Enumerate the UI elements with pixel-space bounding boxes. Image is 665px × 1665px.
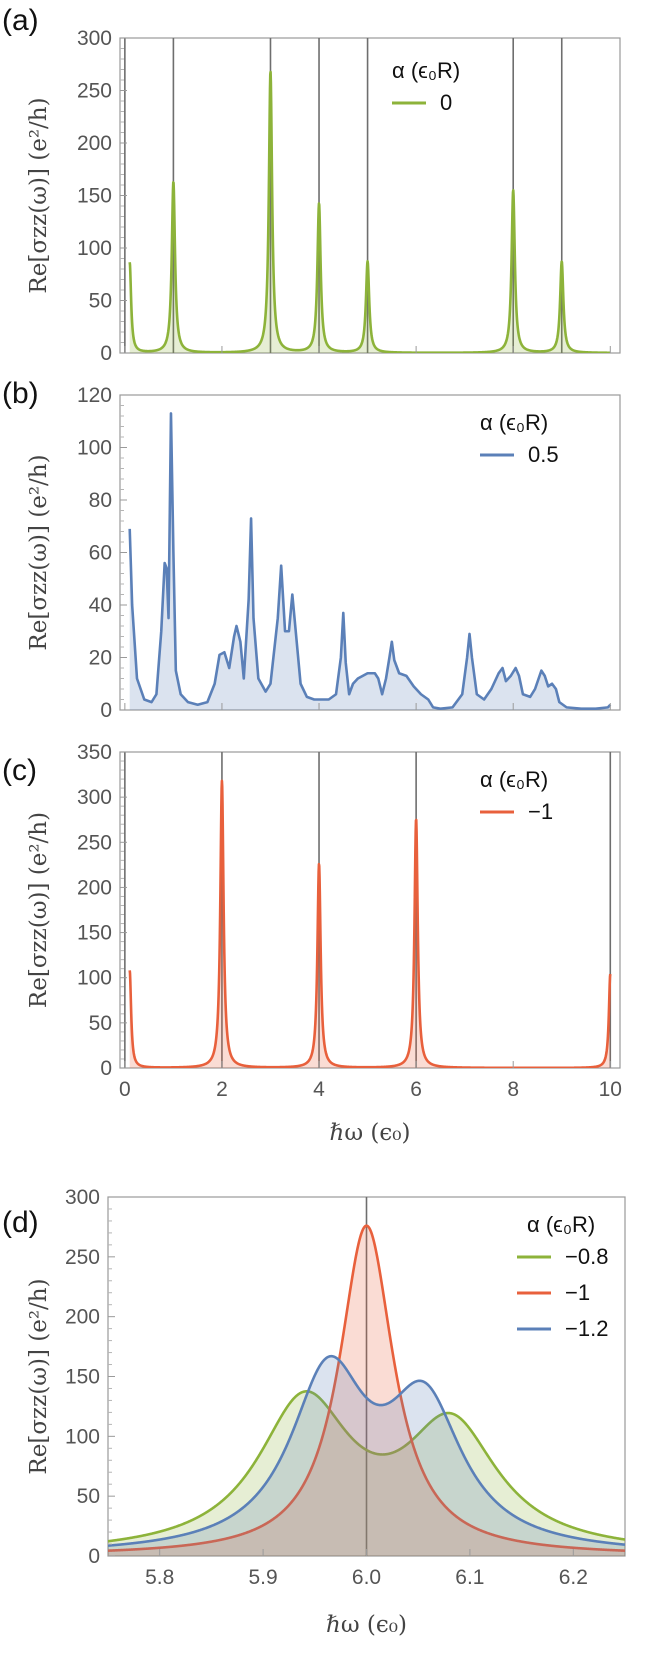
y-tick-label: 300 [77,786,112,809]
x-tick-label: 6.0 [352,1566,381,1589]
chart-panel-c: 0 50 100 150 200 250 300 350 0 2 4 6 8 10 Re[σzz(ω)] (… [26,741,622,1146]
y-tick-label: 40 [89,594,112,617]
x-tick-label: 10 [599,1078,622,1101]
x-tick-label: 8 [507,1078,519,1101]
chart-panel-b: 0 20 40 60 80 100 120 Re[σzz(ω)] (e²/h) α (ϵ₀R) 0… [26,384,621,722]
y-tick-label: 50 [77,1485,100,1508]
series-fill-1 [108,1225,625,1556]
y-tick-label: 200 [77,132,112,155]
series-line-0 [128,412,612,710]
y-tick-label: 80 [89,489,112,512]
x-tick-label: 0 [119,1078,131,1101]
x-tick-label: 4 [313,1078,325,1101]
series-line-2 [108,1354,625,1547]
y-tick-label: 60 [89,542,112,565]
x-tick-label: 2 [216,1078,228,1101]
y-tick-label: 0 [100,342,112,365]
y-tick-label: 0 [100,1057,112,1080]
series-line-0 [108,1390,625,1543]
y-tick-label: 300 [65,1186,100,1209]
y-tick-label: 100 [65,1425,100,1448]
y-tick-label: 100 [77,237,112,260]
y-tick-label: 0 [100,699,112,722]
legend-entry-0: 0 [440,90,452,115]
y-tick-label: 120 [77,384,112,407]
x-tick-label: 5.8 [145,1566,174,1589]
x-tick-label: 6.2 [559,1566,588,1589]
series-line-0 [128,779,612,1068]
legend-title: α (ϵ₀R) [480,767,548,792]
y-tick-label: 150 [77,185,112,208]
y-tick-label: 150 [77,922,112,945]
panel-label-c: (c) [2,754,37,787]
legend-title: α (ϵ₀R) [527,1212,595,1237]
series-line-1 [108,1224,625,1552]
x-axis-label: ℏω (ϵ₀) [326,1612,407,1638]
y-tick-label: 20 [89,647,112,670]
legend-title: α (ϵ₀R) [392,58,460,83]
legend-entry-2: −1.2 [565,1316,608,1341]
legend-entry-0: −1 [528,799,553,824]
chart-panel-d: 0 50 100 150 200 250 300 5.8 5.9 6.0 6.1 6.2 Re[σzz(… [26,1186,626,1638]
panel-label-d: (d) [2,1206,39,1239]
x-tick-label: 5.9 [248,1566,277,1589]
series-fill-0 [108,1391,625,1556]
y-tick-label: 50 [89,1012,112,1035]
panel-label-b: (b) [2,377,39,410]
legend-title: α (ϵ₀R) [480,410,548,435]
y-tick-label: 150 [65,1366,100,1389]
y-axis-label: Re[σzz(ω)] (e²/h) [26,1278,52,1474]
legend-entry-0: −0.8 [565,1244,608,1269]
chart-panel-a: 0 50 100 150 200 250 300 Re[σzz(ω)] (e²/h) α (ϵ₀… [26,27,621,365]
x-tick-label: 6 [410,1078,422,1101]
y-tick-label: 50 [89,290,112,313]
x-tick-label: 6.1 [455,1566,484,1589]
y-tick-label: 250 [65,1246,100,1269]
legend-entry-0: 0.5 [528,442,559,467]
y-tick-label: 100 [77,967,112,990]
y-tick-label: 200 [65,1306,100,1329]
panel-label-a: (a) [2,4,39,37]
y-axis-label: Re[σzz(ω)] (e²/h) [26,812,52,1008]
y-axis-label: Re[σzz(ω)] (e²/h) [26,97,52,293]
y-tick-label: 0 [88,1545,100,1568]
x-axis-label: ℏω (ϵ₀) [330,1120,411,1146]
y-tick-label: 250 [77,831,112,854]
y-tick-label: 300 [77,27,112,50]
y-axis-label: Re[σzz(ω)] (e²/h) [26,454,52,650]
y-tick-label: 350 [77,741,112,764]
y-tick-label: 200 [77,876,112,899]
legend-entry-1: −1 [565,1280,590,1305]
series-fill-2 [108,1356,625,1556]
series-fill-0 [129,413,611,710]
y-tick-label: 100 [77,437,112,460]
series-line-0 [128,70,612,353]
y-tick-label: 250 [77,80,112,103]
